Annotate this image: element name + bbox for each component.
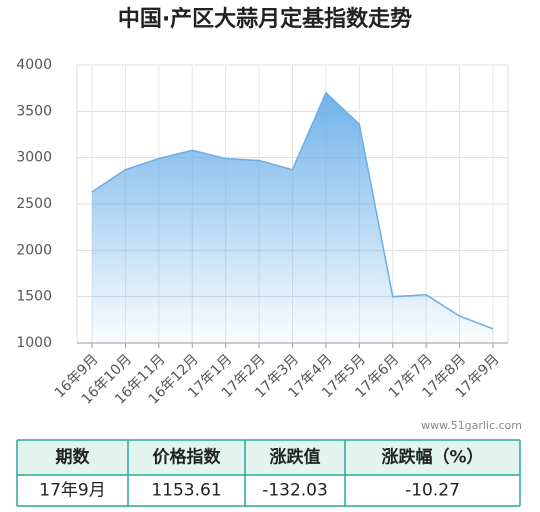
y-tick-label: 1000 <box>16 335 52 351</box>
y-tick-label: 3500 <box>16 103 52 119</box>
y-tick-label: 2000 <box>16 242 52 258</box>
y-tick-label: 4000 <box>16 57 52 73</box>
line <box>91 91 494 330</box>
chart-title: 中国·产区大蒜月定基指数走势 <box>118 6 412 32</box>
table-cell: -132.03 <box>262 481 328 501</box>
table-header-cell: 价格指数 <box>153 447 222 468</box>
table-cell: 17年9月 <box>39 481 105 501</box>
table-header-bg <box>17 440 520 475</box>
table-cell: 1153.61 <box>151 481 221 501</box>
table-cell: -10.27 <box>405 481 460 501</box>
y-tick-label: 2500 <box>16 196 52 212</box>
watermark: www.51garlic.com <box>421 419 522 432</box>
area <box>92 92 493 343</box>
y-tick-label: 3000 <box>16 150 52 166</box>
table-header-cell: 涨跌值 <box>270 447 321 468</box>
table-header-cell: 涨跌幅（%） <box>381 447 483 468</box>
table-header-cell: 期数 <box>56 447 91 468</box>
y-tick-label: 1500 <box>16 289 52 305</box>
